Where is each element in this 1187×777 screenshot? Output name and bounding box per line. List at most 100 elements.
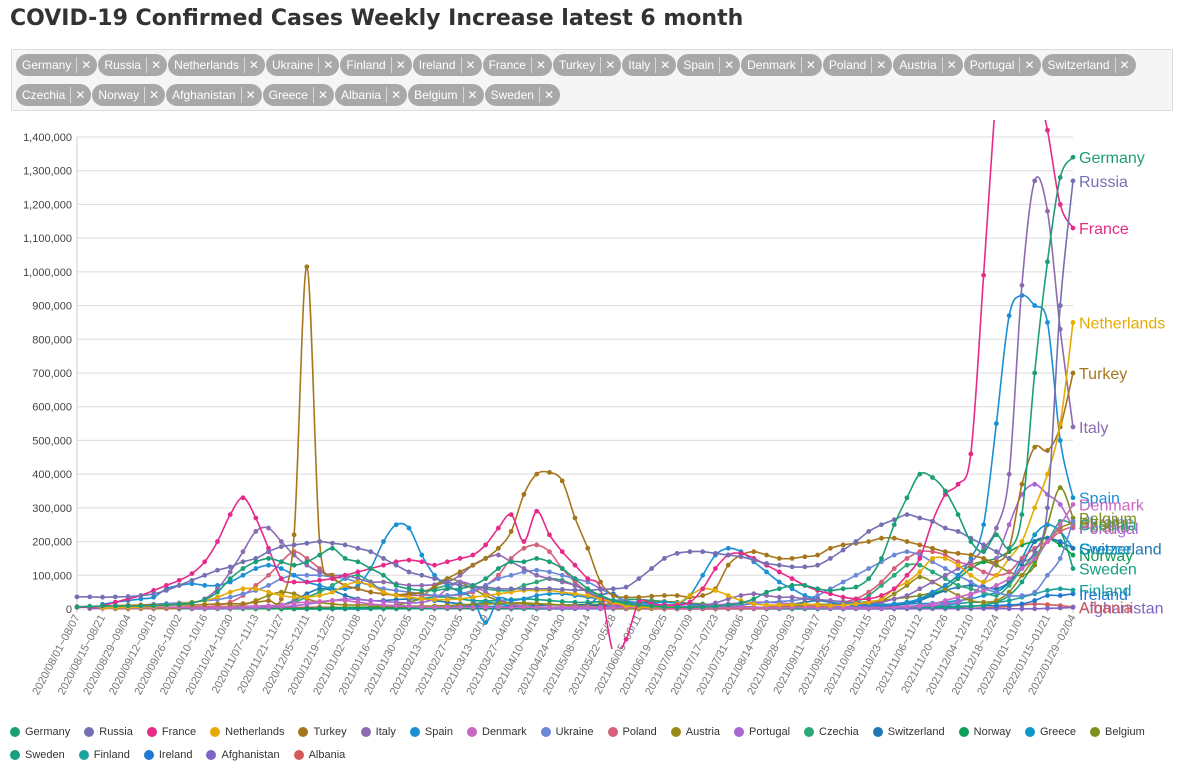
data-point-italy	[521, 566, 527, 571]
legend-item-denmark[interactable]: Denmark	[467, 724, 527, 740]
data-point-france	[419, 559, 425, 565]
remove-chip-icon[interactable]: ✕	[318, 57, 339, 73]
data-point-netherlands	[764, 602, 769, 608]
y-tick-label: 200,000	[32, 537, 72, 549]
legend-item-belgium[interactable]: Belgium	[1090, 724, 1145, 740]
legend-item-afghanistan[interactable]: Afghanistan	[206, 747, 280, 763]
data-point-denmark	[508, 604, 514, 610]
data-point-turkey	[610, 593, 616, 598]
data-point-ireland	[993, 603, 999, 609]
data-point-turkey	[266, 598, 271, 603]
data-point-denmark	[381, 602, 386, 608]
remove-chip-icon[interactable]: ✕	[243, 57, 265, 73]
data-point-switzerland	[1032, 539, 1038, 544]
legend-item-italy[interactable]: Italy	[360, 724, 396, 740]
remove-chip-icon[interactable]: ✕	[538, 87, 560, 103]
data-point-afghanistan	[1006, 606, 1012, 612]
data-point-turkey	[291, 532, 297, 538]
data-point-germany	[879, 556, 884, 561]
remove-chip-icon[interactable]: ✕	[1114, 57, 1136, 73]
data-point-france	[623, 636, 629, 642]
legend-item-albania[interactable]: Albania	[293, 747, 345, 763]
remove-chip-icon[interactable]: ✕	[530, 57, 552, 73]
data-point-germany	[815, 586, 821, 592]
legend-item-netherlands[interactable]: Netherlands	[210, 724, 284, 740]
data-point-turkey	[406, 591, 412, 597]
remove-chip-icon[interactable]: ✕	[719, 57, 740, 73]
data-point-spain	[189, 581, 195, 587]
legend-swatch-icon	[298, 727, 309, 737]
legend-item-ireland[interactable]: Ireland	[143, 747, 193, 763]
data-point-russia	[291, 542, 297, 548]
data-point-austria	[483, 601, 489, 607]
legend-item-norway[interactable]: Norway	[958, 724, 1011, 740]
legend-label: Ireland	[158, 749, 193, 761]
legend-item-spain[interactable]: Spain	[409, 724, 453, 740]
data-point-russia	[87, 594, 93, 600]
filter-chip-label: Netherlands	[174, 58, 239, 72]
data-point-spain	[1057, 438, 1063, 443]
legend-item-finland[interactable]: Finland	[78, 747, 130, 763]
data-point-spain	[1045, 320, 1050, 325]
remove-chip-icon[interactable]: ✕	[390, 57, 412, 73]
remove-chip-icon[interactable]: ✕	[800, 57, 822, 73]
filter-chip-belgium: Belgium ✕	[408, 84, 484, 106]
data-point-italy	[725, 596, 731, 602]
remove-chip-icon[interactable]: ✕	[1019, 57, 1040, 73]
data-point-belgium	[917, 593, 923, 598]
remove-chip-icon[interactable]: ✕	[941, 57, 963, 73]
remove-chip-icon[interactable]: ✕	[462, 87, 484, 103]
legend-item-france[interactable]: France	[146, 724, 196, 740]
data-point-russia	[163, 588, 169, 593]
data-point-spain	[917, 596, 923, 602]
data-point-netherlands	[789, 602, 795, 608]
data-point-austria	[981, 599, 987, 605]
end-label-czechia: Czechia	[1079, 518, 1137, 535]
data-point-italy	[355, 576, 361, 582]
remove-chip-icon[interactable]: ✕	[460, 57, 482, 73]
legend-item-czechia[interactable]: Czechia	[804, 724, 859, 740]
data-point-france	[1045, 127, 1050, 133]
legend-item-germany[interactable]: Germany	[10, 724, 70, 740]
data-point-germany	[1045, 259, 1050, 265]
data-point-germany	[687, 604, 693, 610]
remove-chip-icon[interactable]: ✕	[240, 87, 262, 103]
legend-item-ukraine[interactable]: Ukraine	[540, 724, 594, 740]
data-point-russia	[176, 583, 182, 588]
remove-chip-icon[interactable]: ✕	[386, 87, 407, 103]
legend-item-switzerland[interactable]: Switzerland	[872, 724, 945, 740]
data-point-russia	[751, 557, 757, 563]
legend-item-turkey[interactable]: Turkey	[298, 724, 347, 740]
data-point-italy	[419, 583, 425, 588]
remove-chip-icon[interactable]: ✕	[312, 87, 334, 103]
legend-item-greece[interactable]: Greece	[1024, 724, 1076, 740]
data-point-russia	[100, 594, 105, 600]
data-point-france	[866, 596, 872, 602]
data-point-switzerland	[342, 593, 348, 598]
data-point-germany	[1006, 545, 1012, 551]
country-filter-box[interactable]: Germany ✕ Russia ✕ Netherlands ✕ Ukraine ✕ Finla…	[11, 49, 1173, 111]
remove-chip-icon[interactable]: ✕	[600, 57, 621, 73]
remove-chip-icon[interactable]: ✕	[76, 57, 97, 73]
legend-item-poland[interactable]: Poland	[607, 724, 657, 740]
data-point-spain	[495, 596, 501, 602]
remove-chip-icon[interactable]: ✕	[144, 87, 165, 103]
legend-item-portugal[interactable]: Portugal	[734, 724, 790, 740]
y-tick-label: 500,000	[32, 435, 72, 447]
filter-chip-switzerland: Switzerland ✕	[1041, 54, 1136, 76]
data-point-italy	[1045, 208, 1050, 214]
data-point-russia	[355, 545, 361, 551]
data-point-spain	[508, 598, 514, 603]
data-point-denmark	[215, 604, 220, 610]
legend-item-russia[interactable]: Russia	[84, 724, 133, 740]
legend-item-austria[interactable]: Austria	[670, 724, 720, 740]
data-point-denmark	[993, 583, 999, 588]
remove-chip-icon[interactable]: ✕	[655, 57, 676, 73]
remove-chip-icon[interactable]: ✕	[871, 57, 892, 73]
data-point-russia	[483, 584, 489, 590]
remove-chip-icon[interactable]: ✕	[70, 87, 91, 103]
legend-item-sweden[interactable]: Sweden	[10, 747, 65, 763]
data-point-russia	[917, 515, 923, 521]
remove-chip-icon[interactable]: ✕	[146, 57, 167, 73]
data-point-italy	[1070, 424, 1076, 430]
